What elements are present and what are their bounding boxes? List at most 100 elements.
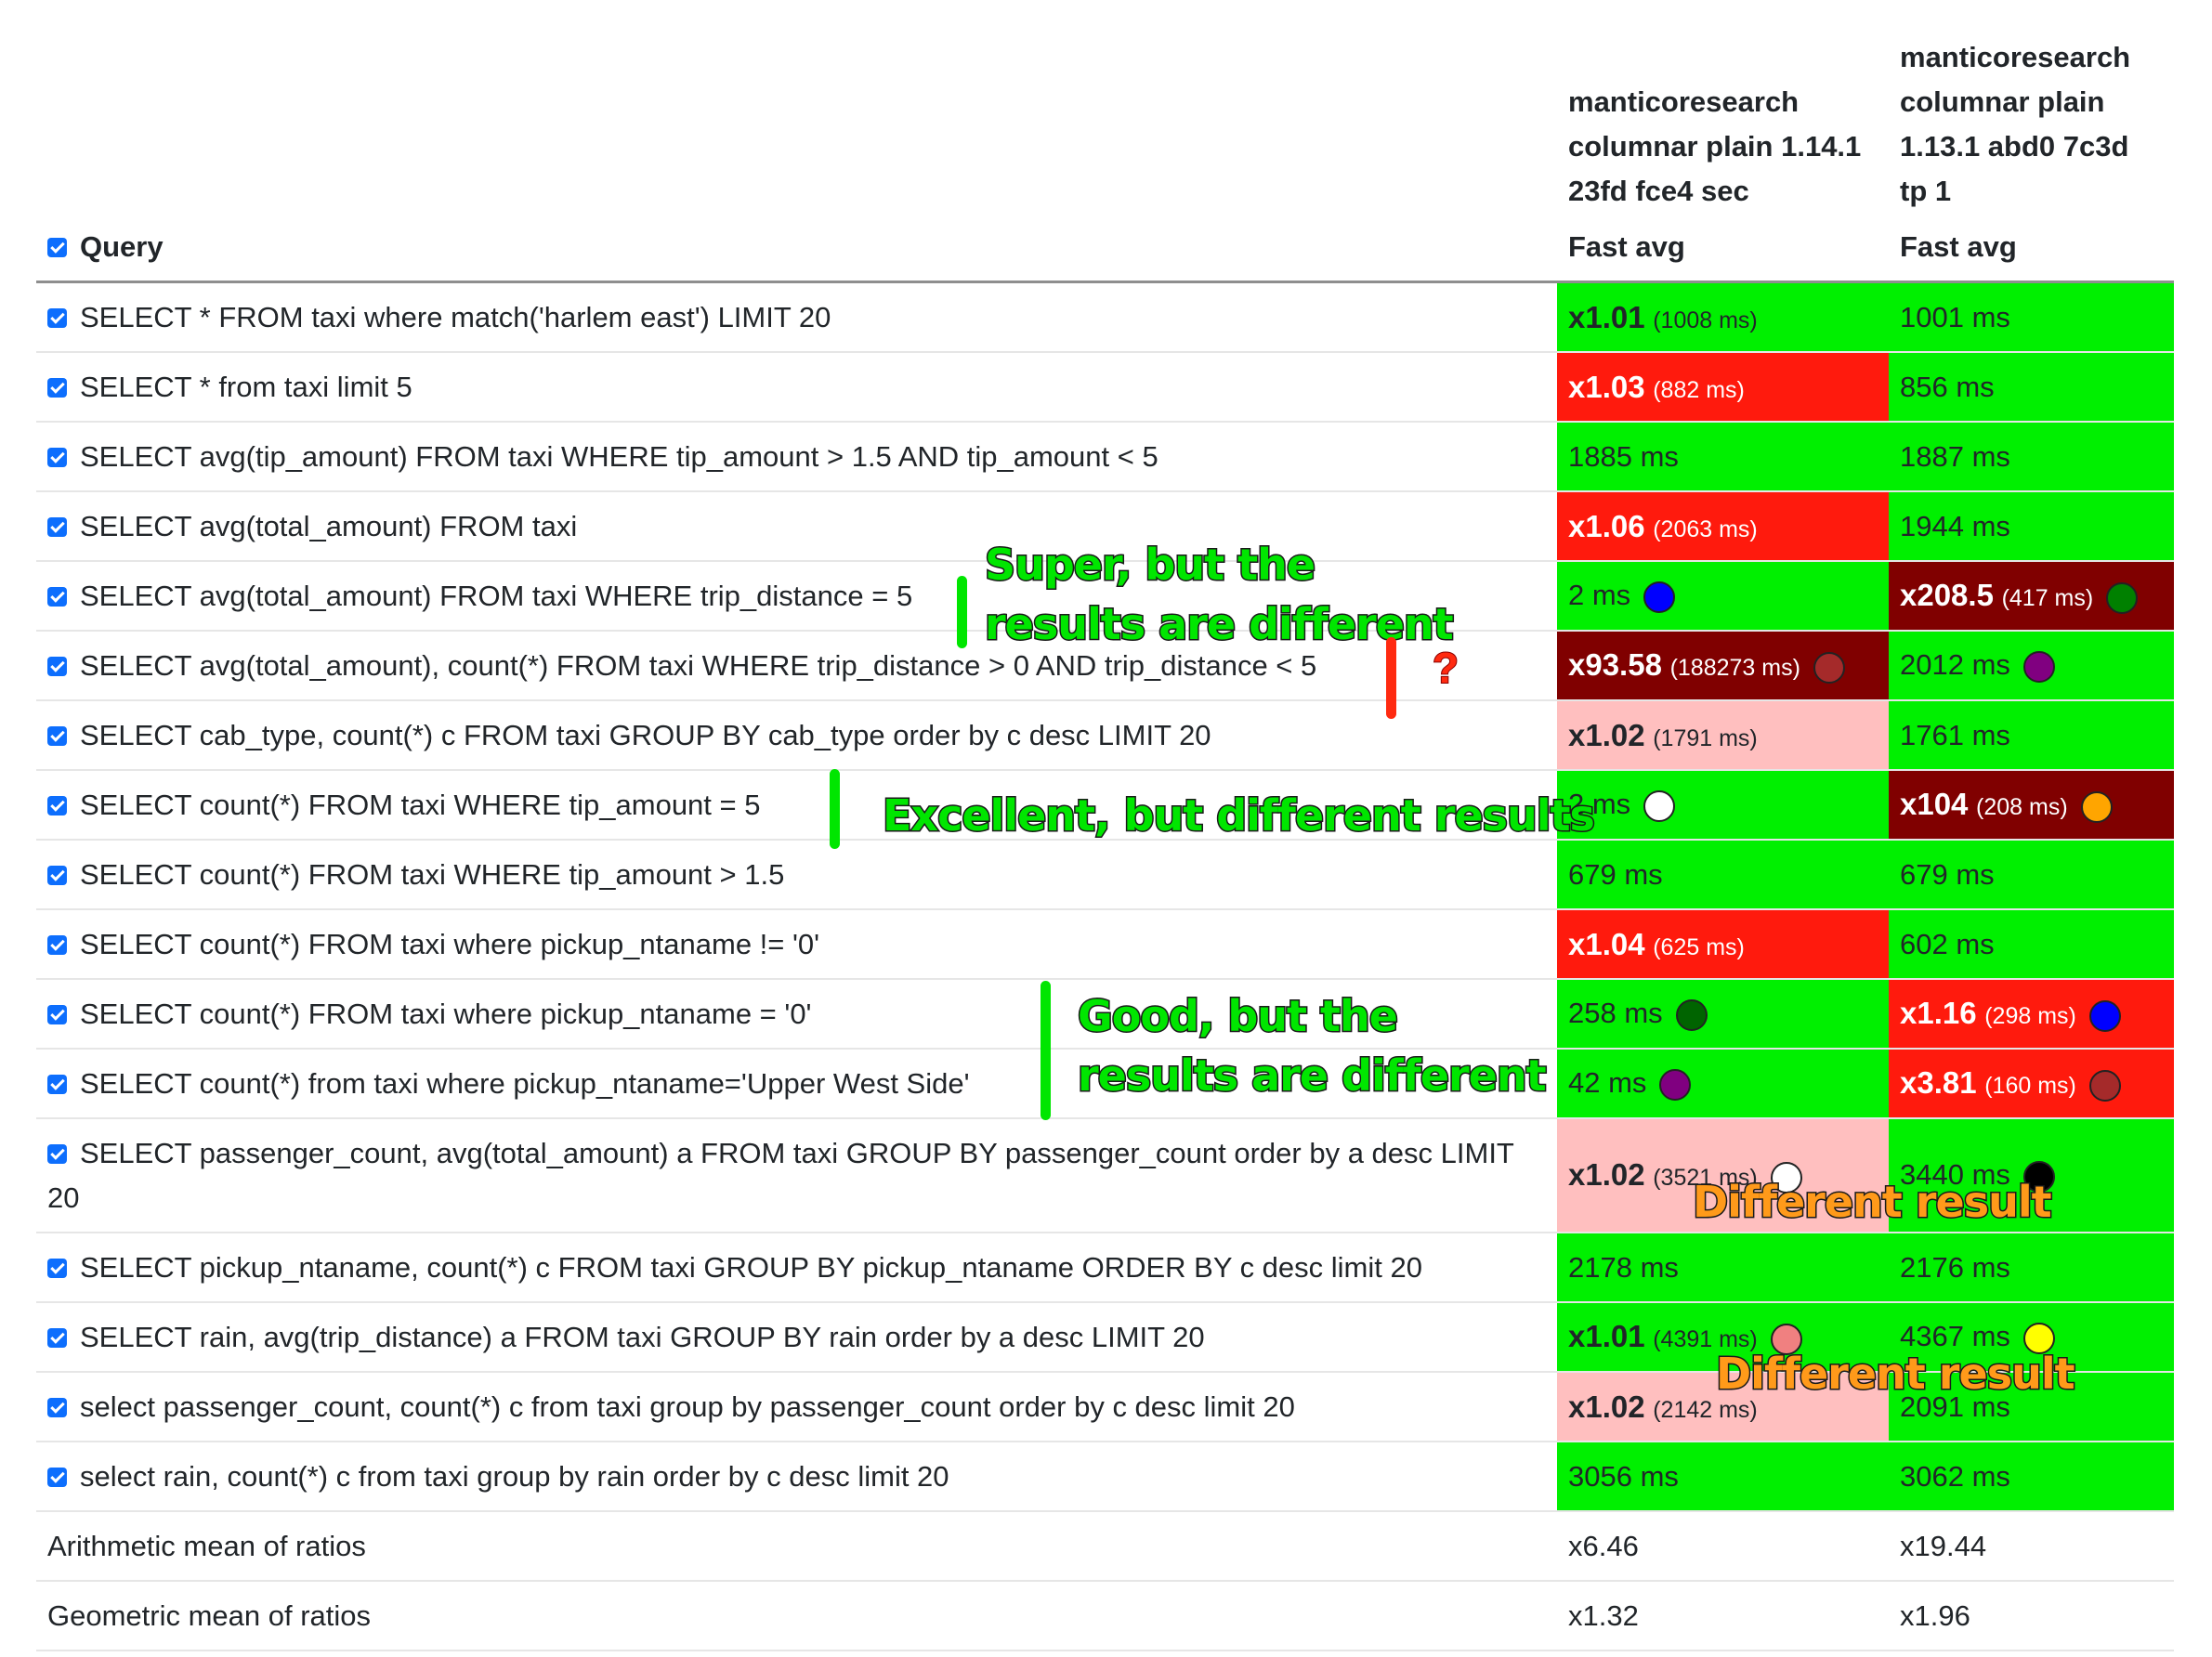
- result-cell-b: x104 (208 ms): [1889, 770, 2174, 841]
- ratio-value: x1.02: [1568, 717, 1645, 752]
- row-checkbox[interactable]: [47, 1327, 67, 1348]
- result-cell-a: x93.58 (188273 ms): [1557, 631, 1889, 701]
- time-value: 3062 ms: [1900, 1459, 2010, 1493]
- row-checkbox[interactable]: [47, 865, 67, 885]
- annotation-bar: [957, 576, 967, 648]
- row-checkbox[interactable]: [47, 516, 67, 537]
- header-blank: [36, 35, 1557, 225]
- summary-row: Arithmetic mean of ratios x6.46 x19.44: [36, 1511, 2174, 1582]
- query-cell: SELECT cab_type, count(*) c FROM taxi GR…: [36, 700, 1557, 771]
- row-checkbox[interactable]: [47, 307, 67, 328]
- row-checkbox[interactable]: [47, 447, 67, 467]
- result-marker-dot: [2022, 1322, 2055, 1354]
- ratio-value: x1.01: [1568, 299, 1645, 334]
- result-cell-b: 679 ms: [1889, 840, 2174, 910]
- result-marker-dot: [2106, 581, 2139, 614]
- query-cell: SELECT * FROM taxi where match('harlem e…: [36, 281, 1557, 353]
- query-cell: select rain, count(*) c from taxi group …: [36, 1442, 1557, 1512]
- table-row: SELECT pickup_ntaname, count(*) c FROM t…: [36, 1233, 2174, 1303]
- ms-value: (625 ms): [1653, 933, 1745, 960]
- row-checkbox[interactable]: [47, 656, 67, 676]
- row-checkbox[interactable]: [47, 1397, 67, 1417]
- ms-value: (2063 ms): [1653, 515, 1758, 542]
- table-row: SELECT avg(total_amount) FROM taxi x1.06 …: [36, 491, 2174, 562]
- annotation-excellent: Excellent, but different results: [882, 789, 1597, 842]
- query-cell: SELECT pickup_ntaname, count(*) c FROM t…: [36, 1233, 1557, 1303]
- row-checkbox[interactable]: [47, 725, 67, 746]
- query-cell: SELECT count(*) FROM taxi WHERE tip_amou…: [36, 840, 1557, 910]
- query-cell: SELECT count(*) FROM taxi where pickup_n…: [36, 909, 1557, 980]
- row-checkbox[interactable]: [47, 1074, 67, 1094]
- time-value: 602 ms: [1900, 927, 1995, 960]
- table-row: SELECT * FROM taxi where match('harlem e…: [36, 281, 2174, 353]
- query-cell: SELECT avg(total_amount) FROM taxi WHERE…: [36, 561, 1557, 632]
- result-cell-b: 1761 ms: [1889, 700, 2174, 771]
- result-cell-a: 3056 ms: [1557, 1442, 1889, 1512]
- ms-value: (208 ms): [1976, 794, 2068, 821]
- result-cell-b: 3062 ms: [1889, 1442, 2174, 1512]
- query-text: SELECT * FROM taxi where match('harlem e…: [80, 300, 831, 333]
- row-checkbox[interactable]: [47, 1467, 67, 1487]
- ratio-value: x1.16: [1900, 996, 1977, 1031]
- result-cell-a: x1.02 (2142 ms): [1557, 1372, 1889, 1442]
- result-cell-a: x1.02 (3521 ms): [1557, 1118, 1889, 1233]
- time-value: 679 ms: [1568, 857, 1663, 891]
- table-row: select passenger_count, count(*) c from …: [36, 1372, 2174, 1442]
- section-title: Full results: [63, 0, 242, 7]
- time-value: 2091 ms: [1900, 1390, 2010, 1423]
- result-cell-b: x3.81 (160 ms): [1889, 1049, 2174, 1119]
- time-value: 1944 ms: [1900, 509, 2010, 542]
- result-marker-dot: [2022, 650, 2055, 683]
- summary-row: Geometric mean of ratios x1.32 x1.96: [36, 1581, 2174, 1651]
- ms-value: (417 ms): [2001, 585, 2094, 612]
- ratio-value: x1.02: [1568, 1157, 1645, 1193]
- result-marker-dot: [1675, 998, 1708, 1031]
- ratio-value: x1.02: [1568, 1389, 1645, 1424]
- row-checkbox[interactable]: [47, 795, 67, 815]
- row-checkbox[interactable]: [47, 1258, 67, 1278]
- result-cell-b: 2176 ms: [1889, 1233, 2174, 1303]
- table-row: SELECT count(*) FROM taxi WHERE tip_amou…: [36, 840, 2174, 910]
- result-marker-dot: [1643, 581, 1676, 613]
- query-text: SELECT count(*) FROM taxi WHERE tip_amou…: [80, 788, 761, 821]
- query-cell: SELECT rain, avg(trip_distance) a FROM t…: [36, 1302, 1557, 1373]
- result-cell-b: 3440 ms: [1889, 1118, 2174, 1233]
- result-marker-dot: [1813, 651, 1845, 684]
- result-marker-dot: [2088, 999, 2121, 1032]
- query-header-label: Query: [80, 230, 164, 263]
- query-text: SELECT passenger_count, avg(total_amount…: [47, 1136, 1514, 1214]
- metric-b-header: Fast avg: [1889, 225, 2174, 283]
- time-value: 856 ms: [1900, 370, 1995, 403]
- query-cell: SELECT avg(total_amount) FROM taxi: [36, 491, 1557, 562]
- select-all-checkbox[interactable]: [47, 238, 67, 257]
- ms-value: (188273 ms): [1669, 655, 1800, 682]
- query-text: SELECT * from taxi limit 5: [80, 370, 412, 403]
- result-cell-b: 602 ms: [1889, 909, 2174, 980]
- result-cell-b: 2012 ms: [1889, 631, 2174, 701]
- time-value: 258 ms: [1568, 997, 1663, 1030]
- row-checkbox[interactable]: [47, 1143, 67, 1164]
- time-value: 679 ms: [1900, 857, 1995, 891]
- result-cell-a: 2 ms: [1557, 770, 1889, 841]
- row-checkbox[interactable]: [47, 377, 67, 398]
- row-checkbox[interactable]: [47, 586, 67, 607]
- result-cell-a: x1.04 (625 ms): [1557, 909, 1889, 980]
- time-value: 42 ms: [1568, 1066, 1647, 1100]
- result-cell-a: 2 ms: [1557, 561, 1889, 632]
- query-cell: SELECT avg(total_amount), count(*) FROM …: [36, 631, 1557, 701]
- annotation-bar: [830, 769, 840, 849]
- query-cell: SELECT avg(tip_amount) FROM taxi WHERE t…: [36, 422, 1557, 492]
- table-row: SELECT cab_type, count(*) c FROM taxi GR…: [36, 700, 2174, 771]
- result-marker-dot: [2022, 1160, 2055, 1193]
- row-checkbox[interactable]: [47, 934, 67, 955]
- query-cell: SELECT count(*) FROM taxi WHERE tip_amou…: [36, 770, 1557, 841]
- result-cell-b: 1001 ms: [1889, 281, 2174, 353]
- time-value: 4367 ms: [1900, 1320, 2010, 1353]
- row-checkbox[interactable]: [47, 1004, 67, 1024]
- result-cell-a: x1.02 (1791 ms): [1557, 700, 1889, 771]
- ms-value: (1791 ms): [1653, 724, 1758, 751]
- query-column-header: Query: [36, 225, 1557, 283]
- result-cell-a: 679 ms: [1557, 840, 1889, 910]
- ratio-value: x3.81: [1900, 1065, 1977, 1101]
- annotation-super: Super, but the results are different: [984, 539, 1456, 651]
